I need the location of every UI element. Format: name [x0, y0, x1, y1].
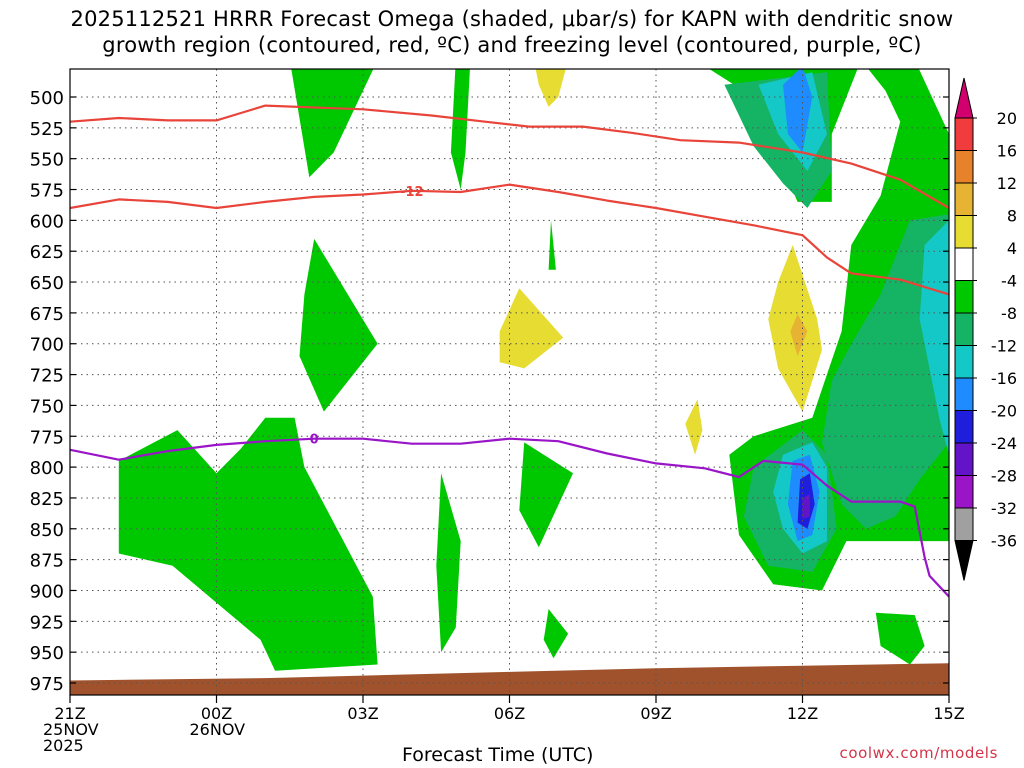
y-tick-label-650: 650: [30, 273, 64, 294]
y-tick-label-900: 900: [30, 581, 64, 602]
colorbar-bin-7: [954, 312, 974, 346]
colorbar-bin-6: [954, 280, 974, 314]
x-tick-label-18-0: 15Z: [933, 704, 964, 723]
y-tick-label-875: 875: [30, 551, 64, 572]
x-tick-label-12-0: 09Z: [640, 704, 671, 723]
omega-region-7: [548, 220, 556, 270]
colorbar-label-3: 8: [1007, 207, 1017, 226]
y-tick-label-675: 675: [30, 304, 64, 325]
y-tick-label-725: 725: [30, 366, 64, 387]
contour-label-freezing-level: 0: [310, 433, 319, 448]
contour-freezing-level: [70, 437, 949, 598]
y-tick-label-925: 925: [30, 612, 64, 633]
contour-label-dendritic-lower: -12: [400, 185, 424, 200]
x-tick-label-0-1: 25NOV: [43, 720, 99, 739]
omega-region-22: [685, 399, 703, 455]
x-tick-label-6-0: 03Z: [347, 704, 378, 723]
terrain-fill: [70, 663, 949, 695]
y-tick-label-750: 750: [30, 396, 64, 417]
colorbar-label-7: -12: [991, 337, 1017, 356]
colorbar-label-12: -32: [991, 499, 1017, 518]
y-tick-label-825: 825: [30, 489, 64, 510]
omega-region-16: [783, 69, 813, 153]
title-line-1: 2025112521 HRRR Forecast Omega (shaded, …: [70, 7, 954, 31]
colorbar-label-9: -20: [991, 402, 1017, 421]
watermark: coolwx.com/models: [839, 744, 998, 762]
colorbar-bin-1: [954, 117, 974, 151]
colorbar-label-1: 16: [997, 142, 1017, 161]
y-tick-label-625: 625: [30, 242, 64, 263]
omega-region-8: [875, 612, 925, 665]
colorbar-bin-12: [954, 475, 974, 509]
x-tick-label-0-2: 2025: [43, 736, 84, 755]
colorbar-bin-13: [954, 507, 974, 541]
colorbar-bin-5: [954, 247, 974, 281]
colorbar-label-13: -36: [991, 532, 1017, 551]
colorbar-bin-11: [954, 442, 974, 476]
colorbar-arrow-bottom: [954, 540, 974, 581]
y-tick-label-950: 950: [30, 643, 64, 664]
y-tick-label-975: 975: [30, 674, 64, 695]
omega-region-2: [299, 238, 378, 412]
colorbar-bin-3: [954, 182, 974, 216]
y-tick-label-575: 575: [30, 181, 64, 202]
omega-region-4: [436, 473, 461, 653]
omega-shading: [118, 69, 949, 671]
colorbar-label-6: -8: [1001, 304, 1017, 323]
x-axis-label: Forecast Time (UTC): [402, 744, 594, 766]
omega-region-14: [919, 220, 949, 455]
omega-region-0: [291, 69, 374, 178]
y-tick-label-775: 775: [30, 427, 64, 448]
y-tick-label-550: 550: [30, 150, 64, 171]
colorbar-bin-9: [954, 377, 974, 411]
contour-dendritic-lower: [70, 183, 949, 296]
colorbar-label-10: -24: [991, 434, 1017, 453]
colorbar: 20 16 12 8 4 -4 -8 -12 -16 -20 -24 -28 -32 -36: [954, 77, 1017, 581]
omega-region-5: [519, 442, 573, 548]
omega-region-24: [790, 314, 808, 357]
y-tick-label-850: 850: [30, 520, 64, 541]
title-line-2: growth region (contoured, red, ºC) and f…: [102, 33, 922, 57]
omega-region-12: [822, 214, 949, 529]
x-tick-label-9-0: 06Z: [494, 704, 525, 723]
omega-region-6: [543, 609, 569, 659]
colorbar-label-0: 20: [997, 109, 1017, 128]
x-tick-label-3-1: 26NOV: [190, 720, 246, 739]
colorbar-label-2: 12: [997, 174, 1017, 193]
terrain-layer: [70, 663, 949, 695]
y-tick-label-500: 500: [30, 88, 64, 109]
y-tick-label-800: 800: [30, 458, 64, 479]
colorbar-bin-8: [954, 345, 974, 379]
omega-region-20: [535, 69, 566, 107]
omega-region-19: [802, 494, 810, 519]
y-tick-label-700: 700: [30, 335, 64, 356]
x-tick-label-3-0: 00Z: [201, 704, 232, 723]
y-axis: 500 525 550 575 600 625 650 675 700 725 750 775 800 8…: [30, 88, 949, 695]
colorbar-label-11: -28: [991, 467, 1017, 486]
grid-lines: [70, 69, 949, 695]
y-tick-label-600: 600: [30, 211, 64, 232]
contour-dendritic-upper: [70, 104, 949, 209]
omega-region-21: [499, 288, 564, 369]
x-tick-label-15-0: 12Z: [787, 704, 818, 723]
colorbar-bin-10: [954, 410, 974, 444]
colorbar-label-5: -4: [1001, 272, 1017, 291]
colorbar-label-4: 4: [1007, 239, 1017, 258]
omega-region-3: [118, 417, 378, 671]
colorbar-label-8: -16: [991, 369, 1017, 388]
x-tick-label-0-0: 21Z: [54, 704, 85, 723]
colorbar-arrow-top: [954, 77, 974, 119]
chart-title: 2025112521 HRRR Forecast Omega (shaded, …: [0, 6, 1024, 58]
colorbar-bin-2: [954, 150, 974, 184]
contour-lines: -12 0: [70, 104, 949, 598]
omega-region-1: [450, 69, 470, 190]
y-tick-label-525: 525: [30, 119, 64, 140]
colorbar-bin-4: [954, 215, 974, 249]
